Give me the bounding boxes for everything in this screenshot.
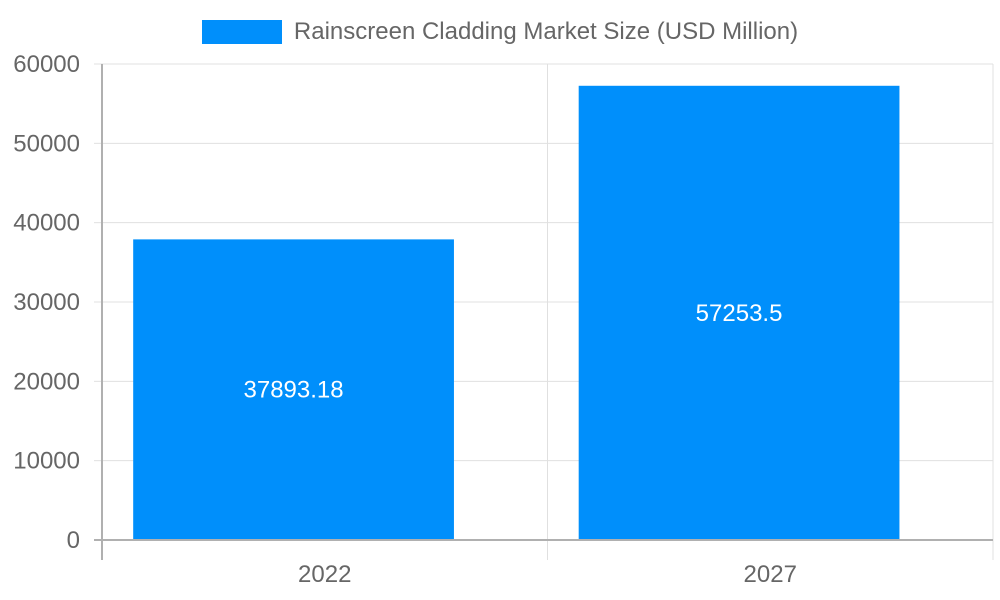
bar-2027[interactable] (578, 85, 900, 540)
x-tick-label: 2027 (744, 561, 797, 588)
bar-2022[interactable] (133, 239, 454, 540)
bar-value-label: 37893.18 (244, 377, 344, 404)
x-tick-label: 2022 (298, 561, 351, 588)
y-tick-label: 40000 (13, 210, 80, 237)
chart-legend: Rainscreen Cladding Market Size (USD Mil… (0, 18, 1000, 46)
y-tick-label: 60000 (13, 51, 80, 78)
y-tick-label: 10000 (13, 448, 80, 475)
y-tick-label: 0 (67, 527, 80, 554)
bar-value-label: 57253.5 (696, 300, 783, 327)
legend-label[interactable]: Rainscreen Cladding Market Size (USD Mil… (293, 18, 799, 45)
y-tick-label: 50000 (13, 130, 80, 157)
y-tick-label: 20000 (13, 368, 80, 395)
legend-swatch[interactable] (201, 20, 282, 44)
y-tick-label: 30000 (13, 289, 80, 316)
